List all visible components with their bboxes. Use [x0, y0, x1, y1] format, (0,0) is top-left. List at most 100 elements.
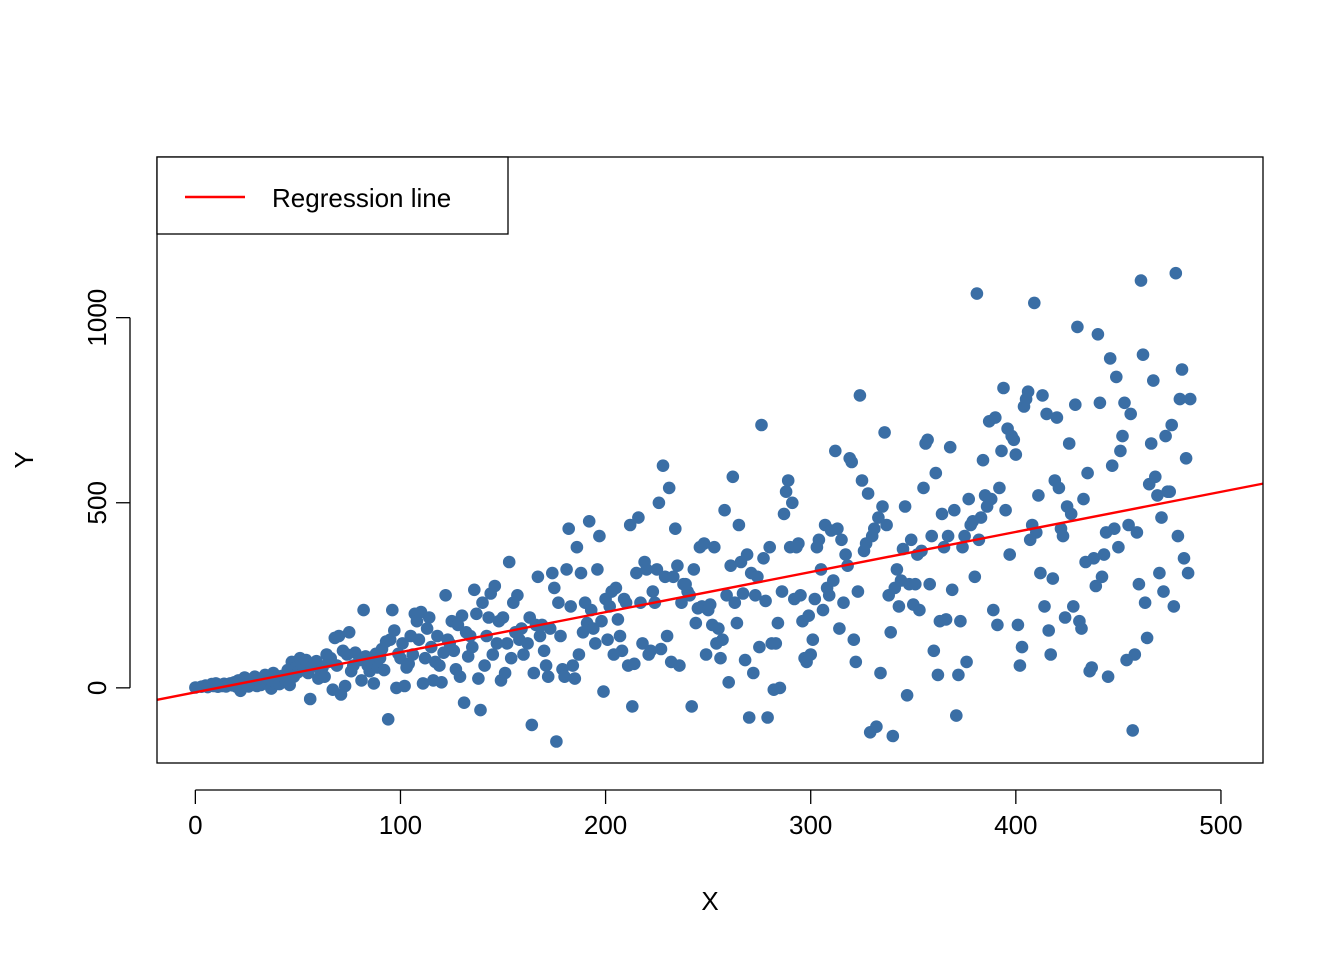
data-point: [1157, 585, 1170, 598]
data-point: [991, 618, 1004, 632]
data-point: [1089, 579, 1103, 593]
data-point: [833, 622, 846, 635]
data-point: [909, 577, 922, 591]
data-point: [976, 453, 990, 467]
data-point: [470, 607, 483, 621]
y-tick-label: 500: [82, 481, 112, 524]
data-point: [1181, 566, 1195, 580]
data-point: [769, 637, 783, 650]
legend-label: Regression line: [272, 183, 451, 213]
x-tick-label: 300: [789, 810, 832, 840]
data-point: [1034, 566, 1047, 580]
data-point: [1177, 552, 1191, 565]
data-point: [878, 426, 891, 439]
data-point: [1153, 566, 1166, 580]
data-point: [632, 511, 645, 524]
data-point: [533, 629, 547, 643]
data-point: [726, 470, 740, 484]
data-point: [447, 644, 461, 658]
data-point: [1108, 522, 1121, 535]
data-point: [923, 577, 936, 591]
data-point: [435, 676, 448, 689]
data-point: [716, 633, 729, 646]
data-point: [476, 596, 489, 609]
data-point: [900, 689, 914, 702]
data-point: [623, 518, 637, 532]
data-point: [587, 622, 600, 635]
data-point: [845, 455, 858, 469]
data-point: [601, 633, 614, 646]
data-point: [1050, 411, 1064, 424]
data-point: [1040, 407, 1053, 421]
data-point: [660, 629, 674, 643]
data-point: [511, 589, 524, 602]
data-point: [755, 418, 768, 432]
data-point: [1173, 392, 1187, 406]
x-tick-label: 0: [188, 810, 202, 840]
data-point: [589, 637, 602, 650]
data-point: [367, 677, 381, 690]
data-point: [1056, 529, 1070, 543]
data-point: [1067, 600, 1080, 613]
data-point: [1058, 611, 1072, 624]
data-point: [999, 503, 1012, 517]
data-point: [1132, 577, 1146, 591]
data-point: [987, 603, 1000, 617]
data-point: [1136, 348, 1150, 362]
data-point: [558, 670, 571, 683]
data-point: [355, 674, 368, 687]
data-point: [422, 611, 436, 624]
data-point: [968, 570, 982, 584]
data-point: [808, 592, 822, 606]
data-point: [453, 670, 467, 683]
data-point: [740, 548, 754, 561]
data-point: [439, 589, 452, 602]
data-point: [802, 609, 815, 622]
data-point: [482, 611, 496, 624]
data-point: [868, 522, 881, 535]
data-point: [997, 381, 1010, 395]
data-point: [724, 559, 737, 572]
data-point: [728, 596, 742, 609]
data-point: [1134, 274, 1148, 287]
data-point: [1032, 489, 1045, 502]
data-point: [318, 670, 331, 683]
data-point: [804, 648, 817, 661]
data-point: [835, 533, 848, 547]
data-point: [675, 596, 688, 609]
data-point: [381, 713, 395, 726]
data-point: [806, 633, 820, 646]
data-point: [1036, 389, 1049, 402]
data-point: [570, 540, 584, 554]
data-point: [1155, 511, 1168, 524]
data-point: [517, 648, 530, 661]
data-point: [455, 609, 469, 622]
data-point: [712, 622, 725, 635]
data-point: [935, 507, 949, 521]
points-layer: [189, 266, 1197, 748]
data-point: [890, 563, 904, 576]
data-point: [939, 613, 953, 626]
data-point: [566, 659, 580, 672]
data-point: [636, 637, 649, 650]
data-point: [892, 600, 906, 613]
data-point: [771, 616, 785, 630]
data-point: [1149, 470, 1162, 484]
data-point: [554, 629, 567, 643]
data-point: [931, 668, 945, 682]
data-point: [1175, 363, 1189, 376]
data-point: [827, 574, 840, 587]
data-point: [1163, 485, 1176, 499]
data-point: [478, 659, 491, 672]
data-point: [1052, 481, 1066, 495]
data-point: [995, 444, 1008, 458]
data-point: [1087, 552, 1101, 565]
data-point: [1144, 437, 1158, 450]
data-point: [950, 709, 963, 722]
data-point: [1085, 661, 1098, 674]
data-point: [490, 637, 504, 650]
data-point: [548, 581, 561, 595]
data-point: [457, 696, 471, 709]
data-point: [486, 648, 500, 661]
data-point: [597, 685, 610, 698]
